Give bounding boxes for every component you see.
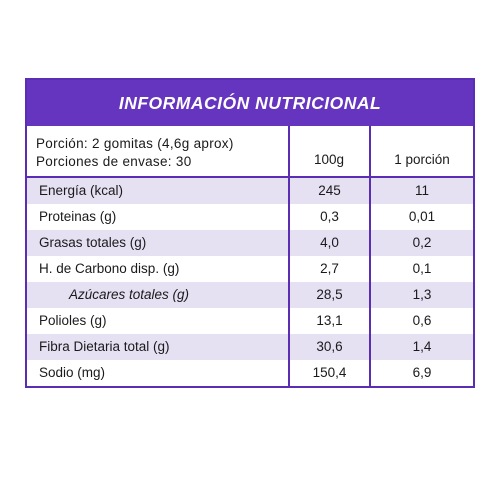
nutrient-row-sodio: Sodio (mg) 150,4 6,9 [27, 360, 473, 386]
nutrient-label: Polioles (g) [39, 313, 107, 328]
column-divider-1 [288, 126, 290, 388]
nutrient-label: Grasas totales (g) [39, 235, 147, 250]
nutrient-value-portion: 0,01 [408, 209, 436, 224]
nutrient-rows: Energía (kcal) 245 11 Proteinas (g) 0,3 … [27, 178, 473, 386]
title-bar: INFORMACIÓN NUTRICIONAL [27, 80, 473, 126]
nutrient-label: Sodio (mg) [39, 365, 106, 380]
column-header-portion: 1 porción [394, 152, 450, 167]
nutrient-value-100g: 28,5 [316, 287, 343, 302]
nutrition-facts-panel: INFORMACIÓN NUTRICIONAL Porción: 2 gomit… [25, 78, 475, 388]
nutrient-row-grasas: Grasas totales (g) 4,0 0,2 [27, 230, 473, 256]
nutrient-row-energia: Energía (kcal) 245 11 [27, 178, 473, 204]
nutrient-value-portion: 0,1 [412, 261, 432, 276]
nutrient-label: Fibra Dietaria total (g) [39, 339, 170, 354]
nutrient-value-portion: 0,2 [412, 235, 432, 250]
nutrient-label: Azúcares totales (g) [69, 287, 190, 302]
nutrient-value-portion: 11 [414, 183, 429, 198]
nutrient-row-polioles: Polioles (g) 13,1 0,6 [27, 308, 473, 334]
servings-per-container: Porciones de envase: 30 [36, 154, 192, 169]
nutrient-value-portion: 1,3 [412, 287, 432, 302]
nutrient-value-100g: 13,1 [316, 313, 343, 328]
nutrient-value-portion: 1,4 [412, 339, 432, 354]
header-row: Porción: 2 gomitas (4,6g aprox) Porcione… [27, 126, 473, 178]
serving-info: Porción: 2 gomitas (4,6g aprox) Porcione… [36, 135, 234, 171]
column-header-100g: 100g [313, 152, 345, 167]
nutrient-row-azucares: Azúcares totales (g) 28,5 1,3 [27, 282, 473, 308]
nutrient-label: Energía (kcal) [39, 183, 124, 198]
nutrient-value-portion: 0,6 [412, 313, 432, 328]
nutrient-value-100g: 245 [318, 183, 341, 198]
nutrient-label: H. de Carbono disp. (g) [39, 261, 180, 276]
nutrient-value-100g: 4,0 [320, 235, 339, 250]
column-divider-2 [369, 126, 371, 388]
nutrient-row-carbono: H. de Carbono disp. (g) 2,7 0,1 [27, 256, 473, 282]
nutrient-row-fibra: Fibra Dietaria total (g) 30,6 1,4 [27, 334, 473, 360]
nutrient-row-proteinas: Proteinas (g) 0,3 0,01 [27, 204, 473, 230]
nutrition-title: INFORMACIÓN NUTRICIONAL [118, 92, 382, 113]
nutrient-value-100g: 150,4 [312, 365, 347, 380]
nutrient-value-100g: 0,3 [320, 209, 339, 224]
serving-size: Porción: 2 gomitas (4,6g aprox) [36, 136, 234, 151]
nutrient-value-100g: 2,7 [320, 261, 339, 276]
nutrient-label: Proteinas (g) [39, 209, 117, 224]
nutrient-value-portion: 6,9 [412, 365, 432, 380]
nutrient-value-100g: 30,6 [316, 339, 343, 354]
